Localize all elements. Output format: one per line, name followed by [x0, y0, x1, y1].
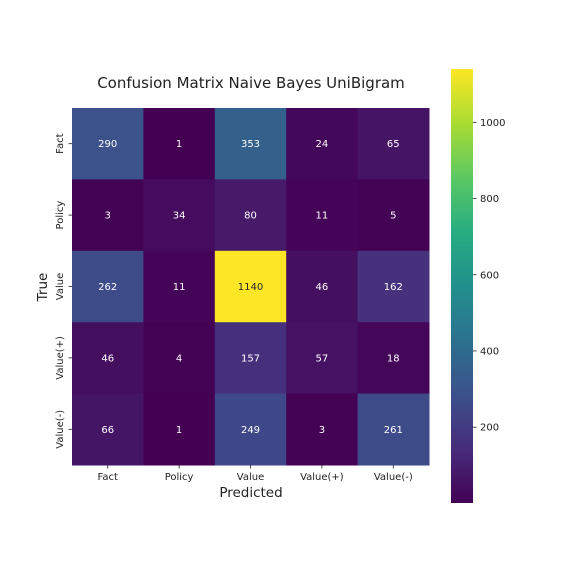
x-tick-label-3: Value(+)	[300, 472, 344, 483]
cell-value-r4-c3: 3	[319, 425, 325, 436]
heatmap-cell-r3-c2	[214, 322, 287, 395]
colorbar-tick-label-1: 400	[480, 346, 499, 357]
y-axis-label: True	[35, 273, 51, 303]
cell-value-r2-c2: 1140	[238, 282, 263, 293]
heatmap-cell-r1-c0	[72, 179, 144, 252]
cell-value-r3-c2: 157	[241, 353, 260, 364]
cell-value-r3-c1: 4	[176, 353, 182, 364]
cell-value-r1-c1: 34	[173, 211, 186, 222]
cell-value-r3-c4: 18	[387, 353, 400, 364]
cell-value-r4-c1: 1	[176, 425, 182, 436]
colorbar-tick-label-2: 600	[480, 270, 499, 281]
heatmap-cell-r3-c0	[72, 322, 144, 395]
cell-value-r2-c4: 162	[384, 282, 403, 293]
cell-value-r3-c3: 57	[316, 353, 329, 364]
cell-value-r1-c0: 3	[105, 211, 111, 222]
cell-value-r3-c0: 46	[101, 353, 114, 364]
heatmap-cell-r2-c1	[143, 250, 216, 323]
x-tick-label-2: Value	[237, 472, 264, 483]
heatmap-cell-r1-c1	[143, 179, 216, 252]
heatmap-cell-r2-c0	[72, 250, 144, 323]
heatmap-cell-r1-c4	[357, 179, 430, 252]
x-axis-ticks: Fact Policy Value Value(+) Value(-)	[98, 465, 413, 483]
heatmap-cell-r2-c4	[357, 250, 430, 323]
cell-value-r1-c4: 5	[390, 211, 396, 222]
x-axis-label: Predicted	[219, 485, 282, 501]
cell-value-r1-c3: 11	[316, 211, 329, 222]
heatmap-cell-labels: 290 1 353 24 65 3 34 80 11 5 262 11 1140 46 162 46 4 157 5…	[98, 139, 403, 436]
cell-value-r2-c1: 11	[173, 282, 186, 293]
heatmap-cell-r1-c3	[286, 179, 359, 252]
cell-value-r0-c3: 24	[316, 139, 329, 150]
cell-value-r2-c0: 262	[98, 282, 117, 293]
cell-value-r0-c1: 1	[176, 139, 182, 150]
colorbar-ticks: 200 400 600 800 1000	[473, 118, 505, 434]
cell-value-r4-c2: 249	[241, 425, 260, 436]
x-tick-label-0: Fact	[98, 472, 118, 483]
heatmap-cell-r1-c2	[214, 179, 287, 252]
heatmap-cell-r3-c1	[143, 322, 216, 395]
y-tick-label-3: Value(+)	[55, 336, 66, 380]
heatmap-cell-r4-c0	[72, 393, 144, 466]
y-tick-label-1: Policy	[55, 201, 66, 230]
heatmap-cell-r0-c4	[357, 108, 430, 180]
cell-value-r2-c3: 46	[316, 282, 329, 293]
heatmap-cell-r2-c3	[286, 250, 359, 323]
x-tick-label-1: Policy	[165, 472, 194, 483]
heatmap-cell-r3-c3	[286, 322, 359, 395]
chart-title: Confusion Matrix Naive Bayes UniBigram	[97, 74, 405, 92]
heatmap-cell-r4-c3	[286, 393, 359, 466]
cell-value-r1-c2: 80	[244, 211, 257, 222]
colorbar-tick-label-0: 200	[480, 423, 499, 434]
cell-value-r0-c0: 290	[98, 139, 117, 150]
colorbar-tick-label-3: 800	[480, 194, 499, 205]
heatmap-cells	[72, 108, 430, 466]
heatmap-cell-r2-c2	[214, 250, 287, 323]
y-tick-label-2: Value	[55, 273, 66, 300]
heatmap-cell-r0-c2	[214, 108, 287, 180]
cell-value-r0-c4: 65	[387, 139, 400, 150]
x-tick-label-4: Value(-)	[374, 472, 413, 483]
y-tick-label-0: Fact	[55, 133, 66, 153]
y-tick-label-4: Value(-)	[55, 410, 66, 449]
y-axis-ticks: Fact Policy Value Value(+) Value(-)	[55, 133, 72, 449]
heatmap-cell-r0-c0	[72, 108, 144, 180]
cell-value-r0-c2: 353	[241, 139, 260, 150]
heatmap-cell-r4-c4	[357, 393, 430, 466]
heatmap-cell-r0-c1	[143, 108, 216, 180]
heatmap-cell-r4-c1	[143, 393, 216, 466]
heatmap-cell-r4-c2	[214, 393, 287, 466]
colorbar-tick-label-4: 1000	[480, 118, 505, 129]
cell-value-r4-c4: 261	[384, 425, 403, 436]
heatmap-cell-r0-c3	[286, 108, 359, 180]
colorbar	[451, 69, 473, 503]
heatmap-cell-r3-c4	[357, 322, 430, 395]
cell-value-r4-c0: 66	[101, 425, 114, 436]
